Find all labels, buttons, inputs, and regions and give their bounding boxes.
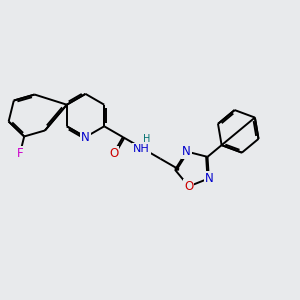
Text: NH: NH bbox=[133, 144, 150, 154]
Text: H: H bbox=[143, 134, 151, 145]
Text: O: O bbox=[109, 146, 119, 160]
Text: N: N bbox=[205, 172, 213, 185]
Text: F: F bbox=[16, 147, 23, 160]
Text: N: N bbox=[182, 145, 191, 158]
Text: O: O bbox=[184, 180, 194, 193]
Text: N: N bbox=[81, 130, 90, 144]
